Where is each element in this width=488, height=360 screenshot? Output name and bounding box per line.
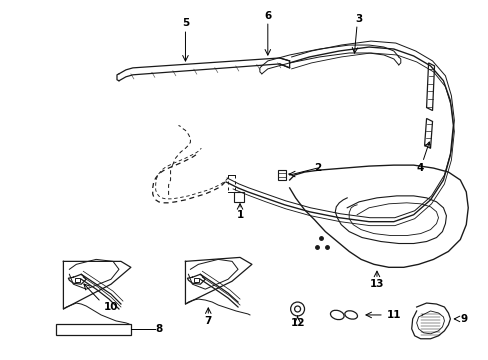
- Text: 12: 12: [290, 318, 304, 328]
- Text: 2: 2: [313, 163, 321, 173]
- Text: 9: 9: [459, 314, 467, 324]
- Text: 11: 11: [386, 310, 401, 320]
- Text: 4: 4: [416, 163, 424, 173]
- Text: 10: 10: [103, 302, 118, 312]
- Text: 1: 1: [236, 210, 243, 220]
- Text: 8: 8: [155, 324, 163, 334]
- Text: 3: 3: [355, 14, 362, 24]
- Text: 13: 13: [369, 279, 384, 289]
- Text: 5: 5: [182, 18, 189, 28]
- Text: 7: 7: [204, 316, 211, 326]
- Text: 6: 6: [264, 11, 271, 21]
